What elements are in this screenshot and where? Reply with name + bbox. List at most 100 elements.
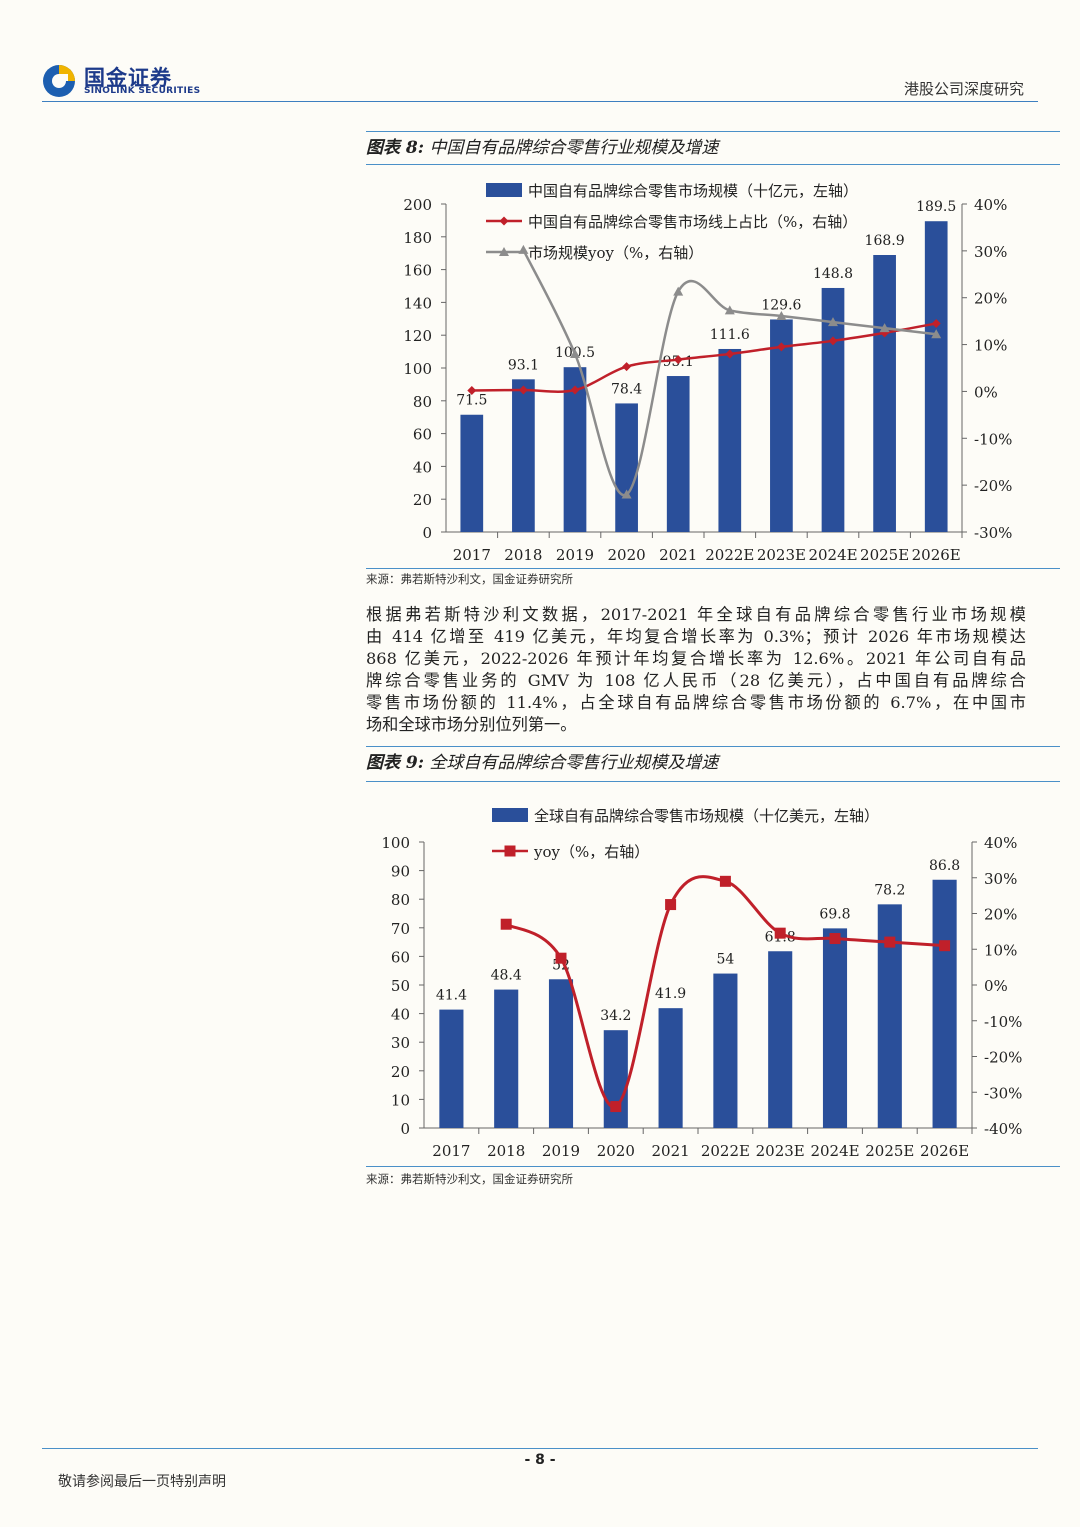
chart1-left-tick-label: 60 bbox=[413, 426, 432, 444]
chart2-line-point bbox=[884, 936, 896, 948]
chart2-x-tick-label: 2026E bbox=[920, 1142, 969, 1160]
chart1-line-point bbox=[622, 362, 632, 372]
chart2-bar bbox=[658, 1008, 683, 1128]
chart2-bar bbox=[548, 979, 574, 1128]
chart1-bar bbox=[666, 376, 690, 532]
chart1-x-tick-label: 2022E bbox=[705, 546, 754, 564]
chart1-left-tick-label: 120 bbox=[403, 327, 432, 345]
chart2-line-point bbox=[665, 899, 677, 911]
chart2-right-tick-label: 20% bbox=[984, 906, 1017, 924]
chart1-line-point bbox=[673, 286, 684, 296]
chart2-x-tick-label: 2019 bbox=[542, 1142, 580, 1160]
chart2-left-tick-label: 70 bbox=[391, 920, 410, 938]
chart2-right-tick-label: 40% bbox=[984, 834, 1017, 852]
figure9-title-text: 全球自有品牌综合零售行业规模及增速 bbox=[429, 753, 719, 773]
chart1-x-tick-label: 2026E bbox=[912, 546, 961, 564]
chart1-left-tick-label: 0 bbox=[422, 524, 432, 542]
chart1-line-series-1 bbox=[522, 249, 937, 497]
chart1-bar bbox=[718, 348, 742, 532]
chart1-bar bbox=[770, 319, 793, 532]
chart2-line-point bbox=[555, 952, 567, 964]
chart1-line-point bbox=[724, 305, 735, 315]
chart2-x-tick-label: 2018 bbox=[487, 1142, 525, 1160]
chart1-bar-value-label: 78.4 bbox=[611, 381, 642, 397]
chart1-right-tick-label: -20% bbox=[974, 477, 1012, 495]
chart1-left-tick-label: 200 bbox=[403, 196, 432, 214]
chart2-x-tick-label: 2017 bbox=[432, 1142, 470, 1160]
chart2-x-tick-label: 2025E bbox=[865, 1142, 914, 1160]
chart1-legend-label: 中国自有品牌综合零售市场规模（十亿元，左轴） bbox=[528, 182, 858, 200]
chart2-bar-value-label: 69.8 bbox=[819, 906, 850, 922]
chart2-bar bbox=[822, 928, 848, 1128]
chart1-bar-value-label: 93.1 bbox=[508, 357, 539, 373]
chart2-left-tick-label: 40 bbox=[391, 1006, 410, 1024]
chart1-x-tick-label: 2020 bbox=[608, 546, 646, 564]
chart1-legend-swatch bbox=[486, 183, 522, 197]
chart2-bar bbox=[494, 989, 519, 1128]
chart2-line-point bbox=[610, 1101, 622, 1113]
chart2-bar bbox=[603, 1030, 628, 1128]
paragraph-line: 根据弗若斯特沙利文数据，2017-2021 年全球自有品牌综合零售行业市场规模 bbox=[366, 605, 1026, 624]
page-number: - 8 - bbox=[524, 1452, 556, 1468]
sinolink-logo-icon bbox=[43, 65, 75, 97]
chart1-x-tick-label: 2019 bbox=[556, 546, 594, 564]
chart2-left-tick-label: 30 bbox=[391, 1034, 410, 1052]
chart2-right-tick-label: 10% bbox=[984, 941, 1017, 959]
chart2-left-tick-label: 90 bbox=[391, 863, 410, 881]
chart1-left-tick-label: 20 bbox=[413, 491, 432, 509]
figure9-chart: 0 10 20 30 40 50 60 70 80 90 100 -40% -30% -20% -10% 0%… bbox=[381, 807, 1022, 1160]
chart2-bar-value-label: 86.8 bbox=[929, 858, 960, 874]
chart1-line-point bbox=[776, 342, 786, 352]
logo-english-name: SINOLINK SECURITIES bbox=[84, 86, 201, 96]
chart2-x-tick-label: 2023E bbox=[756, 1142, 805, 1160]
chart1-line-point bbox=[931, 318, 941, 328]
chart2-left-tick-label: 10 bbox=[391, 1091, 410, 1109]
chart1-bar bbox=[460, 414, 484, 532]
chart1-left-tick-label: 140 bbox=[403, 294, 432, 312]
chart1-legend-label: 市场规模yoy（%，右轴） bbox=[528, 244, 703, 262]
chart1-left-tick-label: 40 bbox=[413, 458, 432, 476]
chart1-line-point bbox=[931, 329, 942, 339]
figure8-bottom-rule bbox=[366, 568, 1060, 569]
chart2-bar bbox=[713, 973, 738, 1128]
chart1-x-tick-label: 2023E bbox=[757, 546, 806, 564]
figure8-title-prefix: 图表 8: bbox=[366, 138, 425, 158]
chart2-left-tick-label: 0 bbox=[400, 1120, 410, 1138]
figure8-source: 来源：弗若斯特沙利文，国金证券研究所 bbox=[366, 572, 573, 586]
chart2-bar bbox=[932, 879, 957, 1128]
chart1-line-point bbox=[570, 348, 580, 358]
chart2-legend-label: yoy（%，右轴） bbox=[533, 843, 649, 861]
body-paragraph: 根据弗若斯特沙利文数据，2017-2021 年全球自有品牌综合零售行业市场规模 … bbox=[366, 604, 1026, 736]
footer-disclaimer: 敬请参阅最后一页特别声明 bbox=[58, 1474, 226, 1490]
chart1-line-point bbox=[776, 310, 787, 320]
figure9-bottom-rule bbox=[366, 1166, 1060, 1167]
chart1-bar bbox=[821, 287, 845, 532]
chart1-line-point bbox=[518, 385, 528, 395]
chart2-bar bbox=[768, 951, 793, 1128]
header-divider bbox=[42, 101, 1038, 102]
chart2-right-tick-label: -40% bbox=[984, 1120, 1022, 1138]
footer-divider bbox=[42, 1448, 1038, 1449]
chart1-line-point bbox=[467, 385, 477, 395]
chart1-right-tick-label: 30% bbox=[974, 243, 1007, 261]
chart1-right-tick-label: 40% bbox=[974, 196, 1007, 214]
figure9-title-prefix: 图表 9: bbox=[366, 753, 425, 773]
chart1-right-tick-label: -30% bbox=[974, 524, 1012, 542]
chart1-line-point bbox=[673, 355, 683, 365]
chart2-right-tick-label: 0% bbox=[984, 977, 1008, 995]
chart1-line-point bbox=[879, 323, 890, 333]
chart2-legend-label: 全球自有品牌综合零售市场规模（十亿美元，左轴） bbox=[534, 807, 879, 825]
paragraph-line: 由 414 亿增至 419 亿美元，年均复合增长率为 0.3%；预计 2026 … bbox=[366, 627, 1026, 646]
chart1-left-tick-label: 160 bbox=[403, 262, 432, 280]
chart1-legend-marker bbox=[499, 216, 509, 226]
figure9-source: 来源：弗若斯特沙利文，国金证券研究所 bbox=[366, 1172, 573, 1186]
chart2-left-tick-label: 20 bbox=[391, 1063, 410, 1081]
chart1-right-tick-label: 10% bbox=[974, 337, 1007, 355]
chart2-legend-marker bbox=[504, 845, 516, 857]
chart2-left-tick-label: 60 bbox=[391, 948, 410, 966]
chart1-x-tick-label: 2021 bbox=[659, 546, 697, 564]
chart2-x-tick-label: 2022E bbox=[701, 1142, 750, 1160]
chart2-legend-swatch bbox=[492, 808, 528, 822]
chart2-right-tick-label: -20% bbox=[984, 1049, 1022, 1067]
chart1-line-point bbox=[621, 489, 632, 499]
